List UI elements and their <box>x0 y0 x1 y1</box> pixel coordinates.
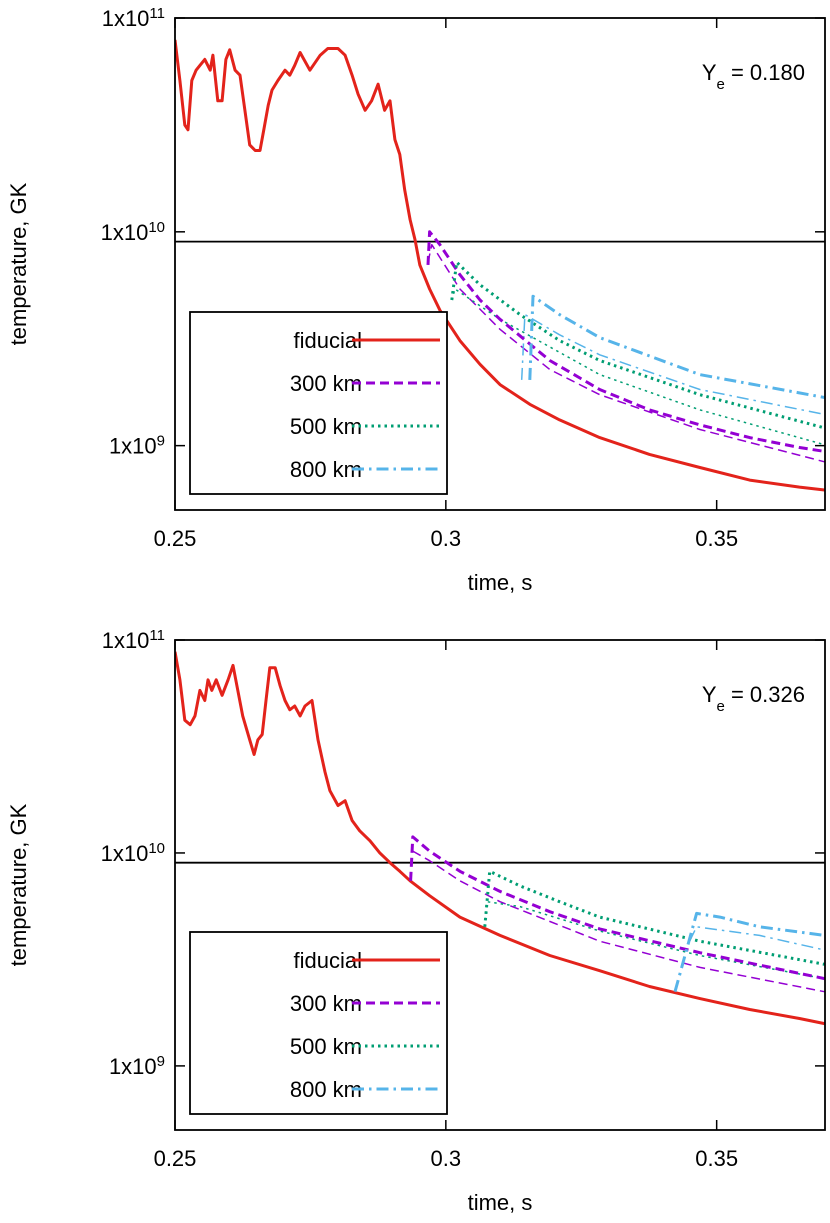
plot-frame <box>174 639 826 1131</box>
legend-box <box>189 931 448 1115</box>
legend-box <box>189 311 448 495</box>
plot-lines <box>175 39 825 492</box>
series-line <box>688 926 825 951</box>
legend-label: 800 km <box>290 1077 362 1102</box>
legend-label: 500 km <box>290 1034 362 1059</box>
y-tick-label: 1x1011 <box>102 627 165 654</box>
series-line <box>175 651 825 1026</box>
series-line <box>451 288 825 446</box>
series-line <box>520 313 825 416</box>
x-tick-label: 0.35 <box>695 1146 738 1171</box>
y-axis-label: temperature, GK <box>6 182 31 345</box>
x-axis-label: time, s <box>468 1190 533 1215</box>
legend-label: fiducial <box>294 328 362 353</box>
legend-label: 300 km <box>290 991 362 1016</box>
series-line <box>673 911 825 993</box>
series-line <box>450 260 825 430</box>
legend-label: 500 km <box>290 414 362 439</box>
series-line <box>412 850 825 993</box>
series-line <box>484 900 825 980</box>
legend-label: fiducial <box>294 948 362 973</box>
legend-label: 800 km <box>290 457 362 482</box>
y-tick-label: 1x1010 <box>101 839 165 866</box>
y-axis-label: temperature, GK <box>6 803 31 966</box>
annotation: Ye = 0.326 <box>702 682 805 715</box>
plot-lines <box>175 651 825 1026</box>
series-line <box>426 230 825 453</box>
legend-label: 300 km <box>290 371 362 396</box>
x-tick-label: 0.35 <box>695 526 738 551</box>
x-axis-label: time, s <box>468 570 533 595</box>
x-tick-label: 0.3 <box>431 1146 462 1171</box>
x-tick-label: 0.25 <box>154 1146 197 1171</box>
y-tick-label: 1x1010 <box>101 218 165 245</box>
series-line <box>175 39 825 492</box>
series-line <box>409 835 825 981</box>
y-tick-label: 1x1011 <box>102 5 165 32</box>
plot-frame <box>174 17 826 511</box>
y-tick-label: 1x109 <box>109 432 165 459</box>
x-tick-label: 0.3 <box>431 526 462 551</box>
series-line <box>427 243 825 463</box>
annotation: Ye = 0.180 <box>702 60 805 93</box>
y-tick-label: 1x109 <box>109 1052 165 1079</box>
x-tick-label: 0.25 <box>154 526 197 551</box>
series-line <box>483 869 825 966</box>
